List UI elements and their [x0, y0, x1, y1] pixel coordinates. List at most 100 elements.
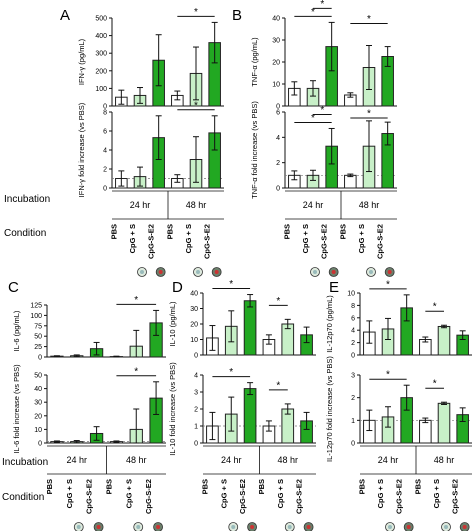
panel-label-e: E — [329, 279, 339, 296]
significance-star: * — [320, 105, 324, 116]
condition-label: PBS — [109, 224, 118, 239]
nanoparticle-core-icon — [387, 270, 392, 274]
nanoparticle-core-icon — [250, 525, 255, 529]
bar — [344, 174, 357, 189]
significance-star: * — [276, 380, 280, 391]
condition-label: PBS — [200, 479, 209, 494]
condition-label: CpG-S-E2 — [451, 479, 460, 514]
y-axis-label: IL-10 fold increase (vs PBS) — [168, 362, 177, 456]
condition-label: PBS — [357, 479, 366, 494]
significance-star: * — [311, 113, 315, 124]
condition-label: PBS — [165, 224, 174, 239]
nanoparticle-core-icon — [136, 525, 141, 529]
bar — [243, 300, 257, 356]
condition-label: CpG + S — [184, 224, 193, 253]
y-tick-label: 10 — [34, 427, 42, 434]
nanoparticle-core-icon — [444, 525, 448, 529]
nanoparticle-core-icon — [196, 270, 200, 274]
y-tick-label: 0 — [103, 104, 107, 111]
y-tick-label: 0 — [351, 441, 355, 448]
chart-b-bottom: 0 2 4 6 TNF-α fold increase (vs PBS) * * * 24 hr… — [250, 101, 397, 277]
condition-label: CpG-S-E2 — [376, 224, 385, 259]
row-label-incubation: Incubation — [4, 194, 50, 205]
y-tick-label: 100 — [95, 86, 107, 93]
y-tick-label: 0 — [38, 441, 42, 448]
significance-star: * — [386, 370, 390, 381]
condition-label: PBS — [45, 479, 54, 494]
condition-label: CpG + S — [432, 479, 441, 508]
significance-star: * — [229, 367, 233, 378]
incubation-label: 24 hr — [66, 455, 87, 465]
y-axis-label: IL-12p70 fold increase (vs PBS) — [325, 356, 334, 462]
nanoparticle-core-icon — [388, 525, 392, 529]
y-tick-label: 0 — [194, 441, 198, 448]
condition-label: CpG + S — [357, 224, 366, 253]
y-tick-label: 75 — [34, 323, 42, 330]
chart-e-bottom: 0 1 2 3 IL-12p70 fold increase (vs PBS) * * 24 … — [325, 356, 472, 531]
nanoparticle-core-icon — [156, 525, 161, 529]
condition-label: PBS — [338, 224, 347, 239]
y-tick-label: 6 — [276, 110, 280, 117]
y-tick-label: 50 — [34, 334, 42, 341]
y-tick-label: 3 — [194, 390, 198, 397]
y-tick-label: 30 — [272, 38, 280, 45]
condition-label: CpG + S — [376, 479, 385, 508]
bar — [437, 402, 451, 444]
condition-label: CpG-S-E2 — [203, 224, 212, 259]
y-tick-label: 6 — [351, 315, 355, 322]
chart-c-bottom: 0 10 20 30 40 50 IL-6 fold increase (vs PBS) * 2… — [12, 364, 166, 531]
condition-label: CpG-S-E2 — [147, 224, 156, 259]
row-label-condition-c: Condition — [2, 492, 44, 503]
y-tick-label: 200 — [95, 68, 107, 75]
nanoparticle-core-icon — [406, 525, 411, 529]
condition-label: CpG + S — [301, 224, 310, 253]
incubation-label: 48 hr — [277, 455, 298, 465]
significance-star: * — [311, 7, 315, 18]
y-tick-label: 8 — [103, 110, 107, 117]
y-tick-label: 1 — [351, 418, 355, 425]
y-axis-label: IL-10 (pg/mL) — [168, 301, 177, 347]
incubation-label: 24 hr — [303, 200, 324, 210]
y-tick-label: 300 — [95, 51, 107, 58]
condition-label: PBS — [282, 224, 291, 239]
significance-star: * — [320, 0, 324, 10]
y-tick-label: 0 — [276, 186, 280, 193]
incubation-label: 48 hr — [126, 455, 147, 465]
condition-label: CpG + S — [124, 479, 133, 508]
y-tick-label: 10 — [272, 82, 280, 89]
y-tick-label: 20 — [272, 60, 280, 67]
condition-label: CpG-S-E2 — [395, 479, 404, 514]
chart-d-top: 0 10 20 30 40 IL-10 (pg/mL) * * — [168, 279, 316, 360]
chart-b-top: 0 10 20 30 40 TNF-α (pg/mL) * * * — [250, 0, 397, 111]
significance-star: * — [229, 279, 233, 290]
condition-label: CpG-S-E2 — [85, 479, 94, 514]
y-tick-label: 2 — [351, 395, 355, 402]
panel-label-d: D — [172, 279, 183, 296]
nanoparticle-core-icon — [331, 270, 336, 274]
y-tick-label: 25 — [34, 344, 42, 351]
y-tick-label: 50 — [34, 373, 42, 380]
y-tick-label: 2 — [194, 407, 198, 414]
y-tick-label: 30 — [34, 400, 42, 407]
nanoparticle-core-icon — [313, 270, 317, 274]
y-tick-label: 8 — [351, 303, 355, 310]
nanoparticle-core-icon — [306, 525, 311, 529]
significance-star: * — [276, 296, 280, 307]
nanoparticle-core-icon — [287, 525, 292, 529]
panel-label-a: A — [60, 7, 70, 24]
y-tick-label: 100 — [30, 313, 42, 320]
significance-star: * — [367, 14, 371, 25]
y-axis-label: IFN-γ fold increase (vs PBS) — [77, 102, 86, 197]
condition-label: CpG-S-E2 — [238, 479, 247, 514]
y-tick-label: 0 — [351, 353, 355, 360]
y-tick-label: 6 — [103, 129, 107, 136]
bar — [243, 388, 257, 444]
y-tick-label: 4 — [351, 328, 355, 335]
row-label-condition: Condition — [4, 228, 46, 239]
nanoparticle-core-icon — [462, 525, 467, 529]
condition-label: CpG-S-E2 — [320, 224, 329, 259]
condition-label: PBS — [413, 479, 422, 494]
y-axis-label: IL-6 fold increase (vs PBS) — [12, 364, 21, 454]
y-axis-label: IL-6 (pg/mL) — [12, 310, 21, 351]
